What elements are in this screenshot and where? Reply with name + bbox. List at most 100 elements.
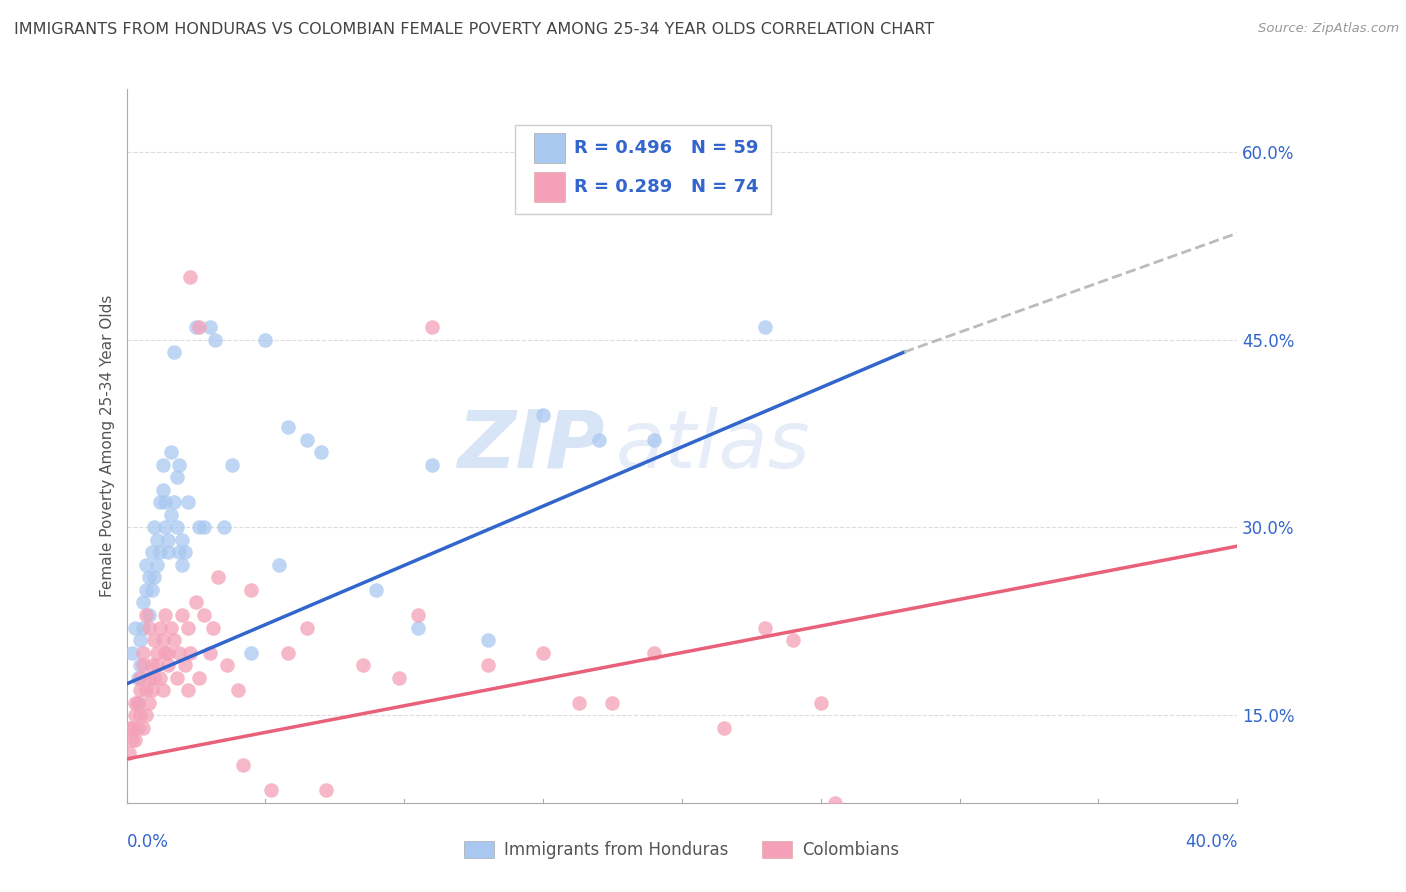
Point bbox=[187, 671, 209, 685]
Point bbox=[643, 433, 665, 447]
Y-axis label: Female Poverty Among 25-34 Year Olds: Female Poverty Among 25-34 Year Olds bbox=[100, 295, 115, 597]
Point bbox=[127, 721, 149, 735]
Point bbox=[146, 533, 169, 547]
Point bbox=[173, 658, 195, 673]
Point bbox=[198, 646, 221, 660]
Point bbox=[124, 733, 146, 747]
Point bbox=[160, 445, 183, 459]
Point bbox=[127, 696, 149, 710]
Point bbox=[135, 683, 157, 698]
Point bbox=[824, 796, 846, 810]
Point bbox=[173, 545, 195, 559]
Point bbox=[149, 545, 172, 559]
Text: R = 0.289   N = 74: R = 0.289 N = 74 bbox=[574, 178, 759, 196]
Point bbox=[166, 520, 188, 534]
Point bbox=[169, 545, 191, 559]
Text: R = 0.496   N = 59: R = 0.496 N = 59 bbox=[574, 139, 759, 157]
Point bbox=[810, 696, 832, 710]
Point bbox=[129, 683, 152, 698]
Point bbox=[146, 658, 169, 673]
Point bbox=[138, 671, 160, 685]
Point bbox=[212, 520, 235, 534]
Point bbox=[138, 570, 160, 584]
Point bbox=[143, 520, 166, 534]
Text: 40.0%: 40.0% bbox=[1185, 833, 1237, 851]
Point bbox=[477, 633, 499, 648]
Point bbox=[277, 420, 299, 434]
Point bbox=[129, 633, 152, 648]
Point bbox=[132, 646, 155, 660]
Point bbox=[295, 433, 318, 447]
Point bbox=[176, 495, 198, 509]
Point bbox=[152, 458, 174, 472]
Point bbox=[135, 708, 157, 723]
Point bbox=[157, 533, 180, 547]
Point bbox=[420, 458, 443, 472]
Point bbox=[166, 470, 188, 484]
Point bbox=[149, 621, 172, 635]
Point bbox=[193, 607, 215, 622]
Point bbox=[568, 696, 591, 710]
Point bbox=[179, 646, 201, 660]
Point bbox=[160, 508, 183, 522]
Point bbox=[127, 671, 149, 685]
Point bbox=[226, 683, 249, 698]
Point bbox=[121, 721, 143, 735]
Point bbox=[152, 683, 174, 698]
Point bbox=[121, 733, 143, 747]
Point bbox=[135, 582, 157, 597]
Point bbox=[129, 658, 152, 673]
Point bbox=[260, 783, 283, 797]
Point bbox=[157, 658, 180, 673]
Text: ZIP: ZIP bbox=[457, 407, 605, 485]
Point bbox=[176, 683, 198, 698]
Point bbox=[141, 545, 163, 559]
Point bbox=[135, 558, 157, 572]
Point bbox=[132, 595, 155, 609]
Text: Source: ZipAtlas.com: Source: ZipAtlas.com bbox=[1258, 22, 1399, 36]
Point bbox=[254, 333, 277, 347]
Point bbox=[157, 545, 180, 559]
Point bbox=[141, 658, 163, 673]
Point bbox=[240, 582, 263, 597]
Point bbox=[420, 320, 443, 334]
Point bbox=[124, 708, 146, 723]
Point bbox=[295, 621, 318, 635]
Point bbox=[588, 433, 610, 447]
FancyBboxPatch shape bbox=[534, 172, 565, 202]
Point bbox=[187, 320, 209, 334]
Point bbox=[138, 621, 160, 635]
Point bbox=[135, 607, 157, 622]
Point bbox=[129, 708, 152, 723]
Point bbox=[146, 646, 169, 660]
Point bbox=[138, 696, 160, 710]
Point bbox=[232, 758, 254, 772]
Text: IMMIGRANTS FROM HONDURAS VS COLOMBIAN FEMALE POVERTY AMONG 25-34 YEAR OLDS CORRE: IMMIGRANTS FROM HONDURAS VS COLOMBIAN FE… bbox=[14, 22, 935, 37]
Point bbox=[143, 671, 166, 685]
Point bbox=[152, 633, 174, 648]
Point bbox=[207, 570, 229, 584]
Point bbox=[163, 495, 186, 509]
Point bbox=[143, 633, 166, 648]
Point bbox=[155, 607, 177, 622]
Point bbox=[155, 520, 177, 534]
Point bbox=[149, 495, 172, 509]
Point bbox=[143, 570, 166, 584]
Point bbox=[352, 658, 374, 673]
Point bbox=[193, 520, 215, 534]
Point bbox=[221, 458, 243, 472]
Point bbox=[782, 633, 804, 648]
Point bbox=[406, 607, 429, 622]
Point bbox=[155, 646, 177, 660]
Point bbox=[172, 558, 194, 572]
Point bbox=[132, 721, 155, 735]
Point bbox=[160, 621, 183, 635]
Point bbox=[179, 270, 201, 285]
Point bbox=[754, 621, 776, 635]
Point bbox=[132, 658, 155, 673]
Point bbox=[309, 445, 332, 459]
Point bbox=[315, 783, 337, 797]
Point bbox=[184, 320, 207, 334]
Point bbox=[118, 721, 141, 735]
FancyBboxPatch shape bbox=[534, 134, 565, 163]
